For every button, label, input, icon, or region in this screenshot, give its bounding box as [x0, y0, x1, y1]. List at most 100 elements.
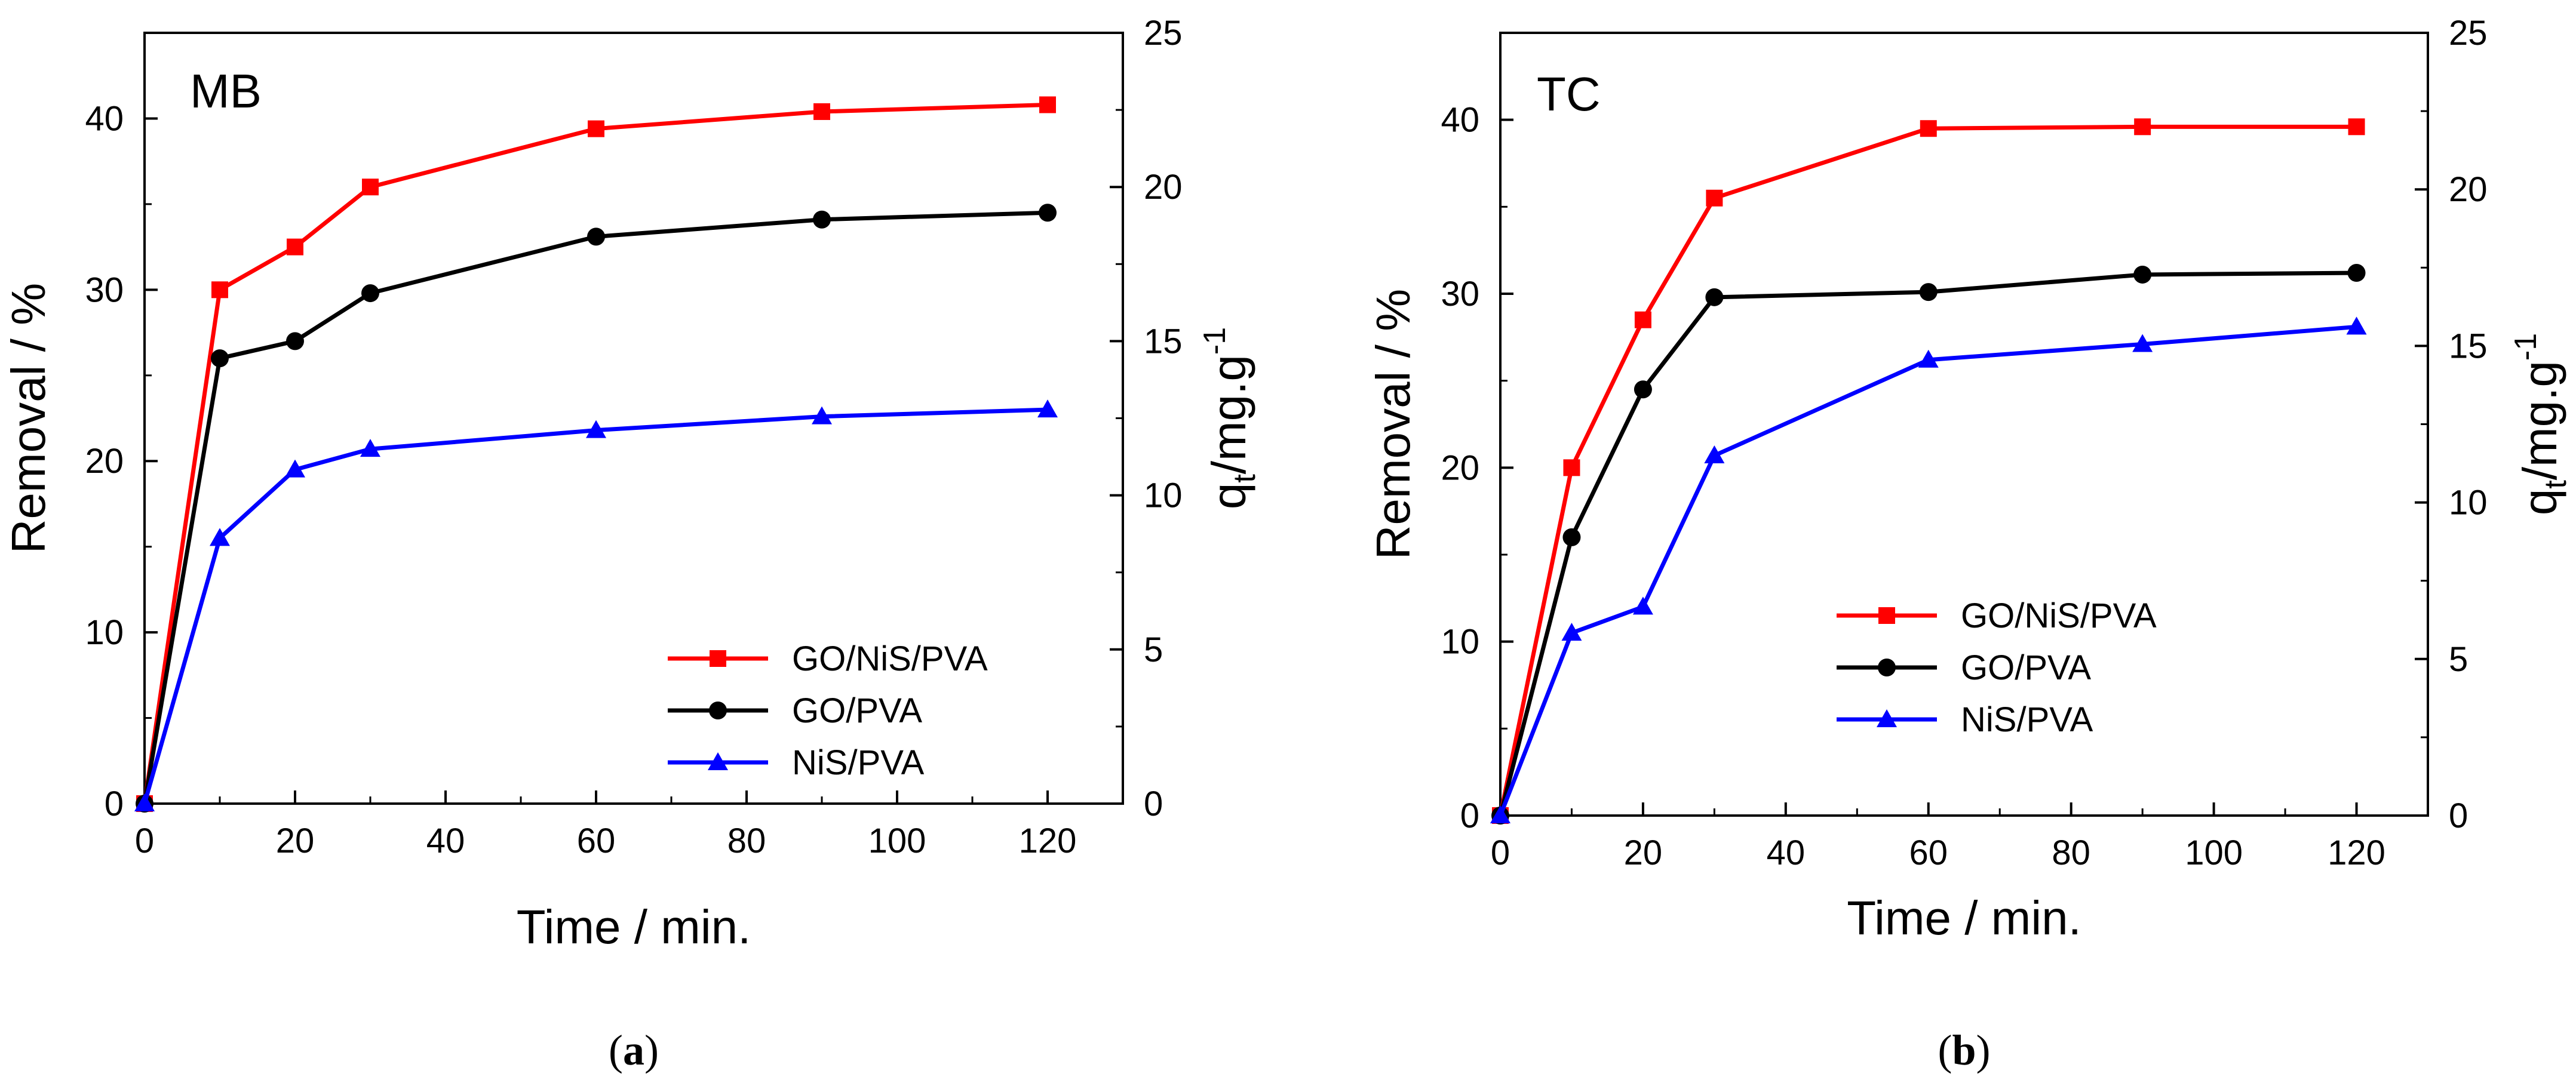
- legend-item: GO/NiS/PVA: [1837, 596, 2157, 635]
- legend-label: GO/PVA: [1961, 648, 2091, 687]
- x-tick-label: 120: [2328, 833, 2385, 872]
- legend-marker: [708, 752, 728, 770]
- x-tick-label: 0: [135, 822, 154, 860]
- dataset-annotation: MB: [190, 64, 262, 118]
- data-point: [1039, 96, 1056, 113]
- data-point: [210, 528, 230, 546]
- data-point: [286, 332, 304, 350]
- y-tick-label: 30: [1441, 275, 1479, 313]
- y2-label-rest: /mg.g: [1202, 355, 1255, 474]
- y-tick-label: 20: [85, 442, 124, 481]
- legend: GO/NiS/PVA GO/PVA NiS/PVA: [668, 639, 988, 782]
- series-go-pva: [136, 204, 1057, 813]
- y2-tick-label: 5: [2449, 640, 2468, 679]
- legend-marker: [1878, 659, 1896, 676]
- legend-marker: [710, 650, 726, 667]
- series-nis-pva: [1490, 316, 2367, 823]
- data-point: [1561, 623, 1582, 641]
- y2-tick-label: 20: [1144, 168, 1183, 207]
- data-point: [1562, 528, 1581, 546]
- y2-label-rest: /mg.g: [2513, 361, 2566, 480]
- y2-tick-label: 25: [2449, 14, 2488, 53]
- data-point: [1704, 445, 1725, 463]
- y2-axis-label: qt/mg.g-1: [1198, 327, 1262, 509]
- legend-item: GO/PVA: [668, 691, 922, 730]
- legend-label: GO/PVA: [792, 691, 922, 730]
- x-tick-label: 120: [1019, 822, 1077, 860]
- y2-label-superscript: -1: [1198, 327, 1232, 355]
- panel-label-close: ): [644, 1026, 659, 1074]
- y-tick-label: 0: [1460, 796, 1479, 835]
- y2-label-superscript: -1: [2509, 333, 2543, 361]
- series-line: [1498, 324, 2357, 817]
- series-line: [1498, 124, 2357, 816]
- data-point: [2134, 118, 2151, 136]
- y2-tick-label: 20: [2449, 170, 2488, 209]
- data-point: [586, 420, 606, 438]
- legend-item: GO/PVA: [1837, 648, 2091, 687]
- data-point: [1037, 399, 1058, 418]
- y-tick-label: 0: [105, 785, 124, 823]
- data-point: [360, 439, 380, 457]
- chart-panel-1: 0 20 40 60 80 100 120 0 10 20 30 40 0 5 10 15 20 25 MB Time…: [2, 14, 1262, 1074]
- x-axis-label: Time / min.: [1847, 891, 2081, 945]
- x-tick-label: 0: [1491, 833, 1510, 872]
- plot-frame: [143, 32, 1124, 805]
- data-point: [2133, 265, 2152, 284]
- data-point: [2347, 264, 2366, 282]
- legend-item: NiS/PVA: [668, 743, 925, 782]
- panel-label-close: ): [1976, 1026, 1991, 1074]
- y2-label-subscript: t: [2538, 480, 2573, 489]
- data-point: [362, 179, 379, 196]
- data-point: [813, 210, 831, 229]
- data-point: [211, 281, 228, 299]
- y2-tick-label: 10: [2449, 484, 2488, 522]
- data-point: [1705, 288, 1724, 306]
- panel-label-letter: b: [1952, 1026, 1976, 1074]
- data-point: [588, 120, 604, 137]
- data-point: [1632, 596, 1653, 615]
- x-tick-label: 60: [577, 822, 616, 860]
- panel-label-letter: a: [623, 1026, 644, 1074]
- y2-tick-label: 5: [1144, 630, 1163, 669]
- data-point: [1706, 189, 1723, 207]
- legend-label: GO/NiS/PVA: [1961, 596, 2157, 635]
- data-point: [1918, 349, 1939, 368]
- x-tick-label: 40: [426, 822, 465, 860]
- data-point: [1634, 311, 1651, 328]
- legend-label: NiS/PVA: [792, 743, 925, 782]
- legend-item: NiS/PVA: [1837, 700, 2093, 739]
- y-tick-label: 40: [85, 99, 124, 138]
- x-tick-label: 100: [868, 822, 926, 860]
- y2-tick-label: 10: [1144, 476, 1183, 515]
- y2-tick-label: 25: [1144, 14, 1183, 53]
- y2-tick-label: 0: [2449, 796, 2468, 835]
- panel-label-open: (: [609, 1026, 623, 1074]
- x-tick-label: 80: [2052, 833, 2090, 872]
- data-point: [1920, 120, 1937, 137]
- panel-label: (b): [1938, 1026, 1990, 1074]
- y-tick-label: 30: [85, 270, 124, 309]
- y-tick-label: 10: [1441, 623, 1479, 662]
- y2-tick-label: 0: [1144, 785, 1163, 823]
- y2-axis-label: qt/mg.g-1: [2509, 333, 2573, 515]
- data-point: [1039, 204, 1057, 222]
- y2-label-main: q: [1202, 483, 1255, 510]
- data-point: [812, 406, 832, 424]
- x-tick-label: 80: [727, 822, 766, 860]
- data-point: [813, 103, 830, 120]
- data-point: [587, 227, 605, 246]
- series-nis-pva: [134, 399, 1058, 811]
- data-point: [287, 238, 303, 256]
- series-go-nis-pva: [1492, 118, 2365, 824]
- x-tick-label: 20: [1624, 833, 1663, 872]
- x-tick-label: 20: [276, 822, 315, 860]
- legend: GO/NiS/PVA GO/PVA NiS/PVA: [1837, 596, 2157, 739]
- data-point: [361, 284, 379, 303]
- x-axis-label: Time / min.: [517, 900, 751, 953]
- data-point: [2346, 316, 2367, 335]
- panel-label-open: (: [1938, 1026, 1952, 1074]
- data-point: [285, 459, 305, 478]
- legend-marker: [709, 702, 727, 719]
